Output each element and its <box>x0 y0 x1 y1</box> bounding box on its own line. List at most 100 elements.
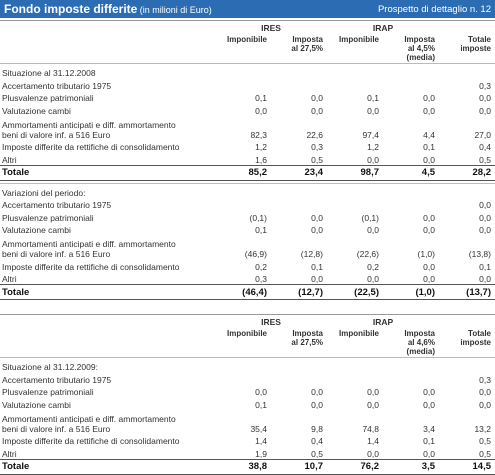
cell: 0,0 <box>311 93 323 103</box>
cell: 0,0 <box>367 448 379 459</box>
cell: 0,0 <box>479 93 491 103</box>
data-row: Ammortamenti anticipati e diff. ammortam… <box>0 116 495 140</box>
header-bar: Fondo imposte differite (in milioni di E… <box>0 0 495 18</box>
table: IRES IRAP Imponibile Imposta al 27,5% Imponib… <box>0 20 495 475</box>
row-label: Ammortamenti anticipati e diff. ammortam… <box>0 120 215 140</box>
row-label: Plusvalenze patrimoniali <box>2 93 94 103</box>
cell: (1,0) <box>417 249 435 259</box>
total-cell: (1,0) <box>415 286 435 298</box>
cell: (0,1) <box>249 212 267 223</box>
spacer <box>0 23 215 35</box>
section: IRES IRAP Imponibile Imposta al 27,5% Imponib… <box>0 20 495 181</box>
cell: 0,5 <box>479 154 491 165</box>
group-label: IRAP <box>372 317 394 327</box>
cell: 0,0 <box>423 274 435 284</box>
cell: 0,0 <box>423 105 435 116</box>
column-label-line: Totale <box>468 329 491 338</box>
total-cell: 28,2 <box>472 167 492 178</box>
row-label-line: beni di valore inf. a 516 Euro <box>2 249 111 259</box>
cell: 0,0 <box>423 93 435 103</box>
cell: 4,4 <box>423 129 435 140</box>
cell: (22,6) <box>356 249 379 259</box>
data-row: Valutazione cambi 0,1 0,0 0,0 0,0 0,0 <box>0 223 495 235</box>
row-label: Imposte differite da rettifiche di conso… <box>2 261 180 272</box>
cell: 0,4 <box>479 142 491 152</box>
section: IRES IRAP Imponibile Imposta al 27,5% Imponib… <box>0 314 495 475</box>
column-label: Totale imposte <box>439 329 495 347</box>
cell: 0,5 <box>311 448 323 459</box>
header-left: Fondo imposte differite (in milioni di E… <box>4 2 212 16</box>
group-label: IRES <box>261 23 281 33</box>
row-label-line: Ammortamenti anticipati e diff. ammortam… <box>2 119 176 130</box>
cell: 0,0 <box>479 399 491 410</box>
row-label: Ammortamenti anticipati e diff. ammortam… <box>0 414 215 434</box>
data-row: Accertamento tributario 1975 0,3 <box>0 78 495 91</box>
column-label-line: Imposta <box>404 329 435 338</box>
cell: 0,0 <box>479 105 491 116</box>
cell: (0,1) <box>361 212 379 223</box>
section-title: Situazione al 31.12.2009: <box>2 362 98 372</box>
column-label-line: Imposta <box>292 35 323 44</box>
row-label: Accertamento tributario 1975 <box>2 374 112 385</box>
cell: 3,4 <box>423 423 435 434</box>
row-label: Valutazione cambi <box>2 399 71 410</box>
cell: 0,0 <box>479 200 491 210</box>
data-row: Ammortamenti anticipati e diff. ammortam… <box>0 410 495 434</box>
unit: (in milioni di Euro) <box>139 5 212 15</box>
title: Fondo imposte differite <box>4 2 138 16</box>
cell: 0,3 <box>311 142 323 152</box>
cell: 27,0 <box>474 129 491 140</box>
cell: 1,2 <box>367 142 379 152</box>
total-cell: 98,7 <box>360 167 380 178</box>
data-row: Accertamento tributario 1975 0,0 <box>0 198 495 210</box>
cell: 0,0 <box>479 212 491 223</box>
row-label: Altri <box>2 448 17 459</box>
total-row: Totale 38,8 10,7 76,2 3,5 14,5 <box>0 458 495 475</box>
column-label: Imponibile <box>215 35 271 44</box>
cell: 74,8 <box>362 423 379 434</box>
row-label: Valutazione cambi <box>2 105 71 116</box>
section-title-row: Situazione al 31.12.2008 <box>0 63 495 78</box>
column-label: Totale imposte <box>439 35 495 53</box>
cell: 0,0 <box>479 225 491 235</box>
data-row: Accertamento tributario 1975 0,3 <box>0 372 495 385</box>
data-row: Plusvalenze patrimoniali 0,0 0,0 0,0 0,0 0,0 <box>0 385 495 397</box>
cell: 1,6 <box>255 154 267 165</box>
column-header: IRES IRAP Imponibile Imposta al 27,5% Imponib… <box>0 20 495 63</box>
total-cell: (12,7) <box>298 286 323 298</box>
column-label: Imposta al 27,5% <box>271 329 327 347</box>
cell: 82,3 <box>250 129 267 140</box>
cell: 0,0 <box>367 399 379 410</box>
cell: 0,0 <box>367 105 379 116</box>
total-cell: 3,5 <box>421 461 435 472</box>
total-cell: 14,5 <box>472 461 492 472</box>
cell: 0,0 <box>423 387 435 397</box>
cell: 9,8 <box>311 423 323 434</box>
cell: 0,1 <box>423 142 435 152</box>
cell: 0,0 <box>311 387 323 397</box>
cell: 0,3 <box>255 274 267 284</box>
cell: 0,0 <box>311 274 323 284</box>
column-label-line: Imposta <box>404 35 435 44</box>
column-label: Imposta al 4,6% (media) <box>383 329 439 356</box>
cell: 0,1 <box>255 399 267 410</box>
column-label-line: al 27,5% <box>291 338 323 347</box>
cell: 0,1 <box>255 93 267 103</box>
column-label-line: Imponibile <box>227 35 267 44</box>
group-label: IRAP <box>372 23 394 33</box>
column-label-line: (media) <box>406 53 435 62</box>
cell: 0,0 <box>311 225 323 235</box>
column-label: Imposta al 4,5% (media) <box>383 35 439 62</box>
cell: 0,0 <box>423 448 435 459</box>
cell: 0,5 <box>311 154 323 165</box>
column-label-line: al 27,5% <box>291 44 323 53</box>
column-label: Imponibile <box>215 329 271 338</box>
cell: 0,0 <box>423 399 435 410</box>
total-cell: (22,5) <box>354 286 379 298</box>
row-label: Altri <box>2 154 17 165</box>
cell: 0,1 <box>311 261 323 272</box>
column-label-line: Imponibile <box>339 35 379 44</box>
column-label-line: al 4,6% <box>407 338 435 347</box>
cell: (46,9) <box>244 249 267 259</box>
